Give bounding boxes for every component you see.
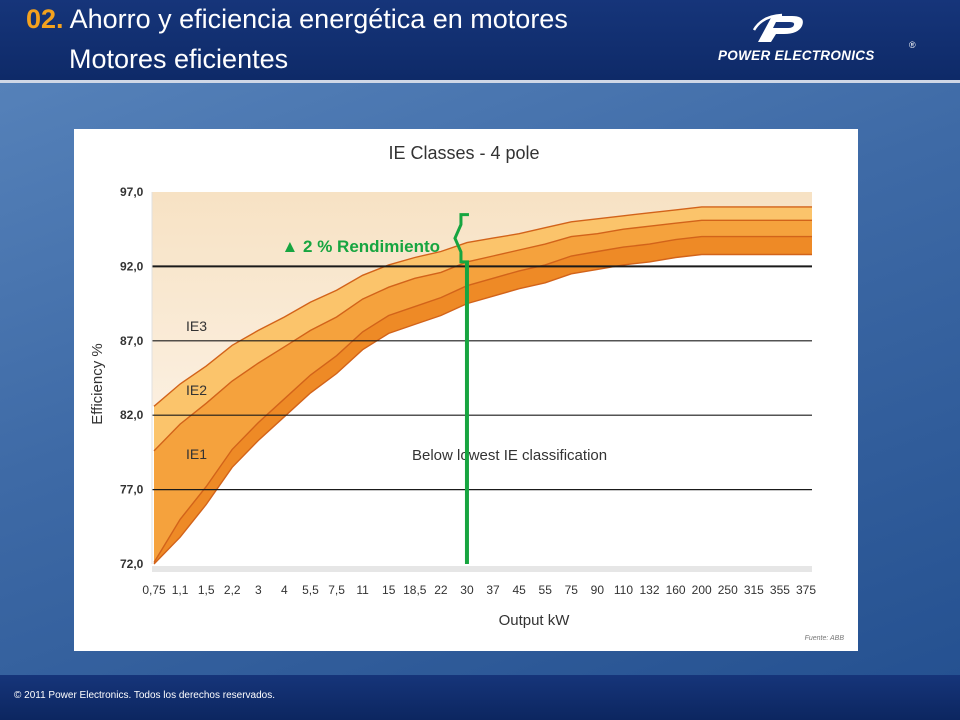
- y-tick-label: 77,0: [120, 483, 144, 497]
- y-tick-label: 97,0: [120, 185, 144, 199]
- logo-wordmark: POWER ELECTRONICS: [718, 48, 875, 63]
- x-tick-label: 90: [591, 583, 605, 597]
- x-tick-label: 4: [281, 583, 288, 597]
- x-tick-labels: 0,75 1,1 1,5 2,2 3 4 5,5 7,5 11 15 18,5 22 30 37 45 55 7…: [142, 566, 816, 597]
- slide-subtitle: Motores eficientes: [69, 44, 289, 74]
- rendimiento-annotation: ▲ 2 % Rendimiento: [281, 213, 469, 564]
- x-tick-label: 315: [744, 583, 764, 597]
- slide-title: 02. Ahorro y eficiencia energética en mo…: [26, 4, 568, 35]
- x-tick-label: 45: [512, 583, 526, 597]
- x-tick-label: 37: [486, 583, 500, 597]
- x-tick-label: 18,5: [403, 583, 427, 597]
- band-ie1: [154, 236, 812, 564]
- y-axis-label: Efficiency %: [89, 343, 106, 424]
- title-line-1: Ahorro y eficiencia energética en motore…: [69, 4, 568, 34]
- series-label-ie3: IE3: [186, 318, 207, 334]
- boundary-below: [153, 253, 812, 565]
- x-tick-label: 11: [356, 583, 369, 597]
- source-note: Fuente: ABB: [805, 635, 845, 642]
- copyright-text: © 2011 Power Electronics. Todos los dere…: [14, 690, 276, 701]
- power-electronics-logo-icon: [752, 13, 803, 42]
- x-tick-label: 1,1: [172, 583, 189, 597]
- x-tick-label: 110: [614, 583, 633, 597]
- x-axis-label: Output kW: [499, 612, 571, 629]
- x-tick-label: 200: [692, 583, 712, 597]
- x-tick-label: 160: [666, 583, 686, 597]
- x-tick-label: 22: [434, 583, 448, 597]
- header-divider: [0, 80, 960, 83]
- x-tick-label: 132: [640, 583, 660, 597]
- x-tick-label: 355: [770, 583, 790, 597]
- x-tick-label: 7,5: [328, 583, 345, 597]
- below-classification-label: Below lowest IE classification: [412, 447, 607, 464]
- x-tick-label: 2,2: [224, 583, 241, 597]
- y-tick-label: 72,0: [120, 557, 144, 571]
- series-label-ie2: IE2: [186, 382, 207, 398]
- y-tick-label: 87,0: [120, 334, 144, 348]
- annotation-label: ▲ 2 % Rendimiento: [281, 237, 440, 256]
- x-tick-label: 5,5: [302, 583, 319, 597]
- band-ie2: [154, 220, 812, 563]
- y-tick-labels: 72,0 77,0 82,0 87,0 92,0 97,0: [120, 185, 144, 571]
- y-tick-label: 92,0: [120, 259, 144, 273]
- band-ie3: [154, 206, 812, 451]
- boundary-ie2: [153, 219, 812, 452]
- annotation-bracket: [453, 213, 469, 264]
- logo-registered-mark: ®: [909, 40, 916, 50]
- boundary-ie3: [153, 206, 812, 407]
- x-tick-label: 0,75: [142, 583, 166, 597]
- x-tick-label: 375: [796, 583, 816, 597]
- footer-bar: [0, 675, 960, 720]
- efficiency-chart: 72,0 77,0 82,0 87,0 92,0 97,0 0,75 1,1 1,5 2,2 3 4…: [89, 143, 845, 642]
- chart-title: IE Classes - 4 pole: [388, 143, 539, 163]
- x-axis-strip: [152, 566, 812, 572]
- y-tick-label: 82,0: [120, 408, 144, 422]
- series-label-ie1: IE1: [186, 446, 207, 462]
- grid-lines: [151, 192, 812, 564]
- x-tick-label: 15: [382, 583, 396, 597]
- x-tick-label: 3: [255, 583, 262, 597]
- header-bar: [0, 0, 960, 80]
- x-tick-label: 30: [460, 583, 474, 597]
- x-tick-label: 75: [565, 583, 579, 597]
- x-tick-label: 55: [539, 583, 553, 597]
- section-number: 02.: [26, 4, 64, 34]
- x-tick-label: 1,5: [198, 583, 215, 597]
- above-ie3-region: [152, 192, 812, 407]
- x-tick-label: 250: [718, 583, 738, 597]
- chart-panel: 72,0 77,0 82,0 87,0 92,0 97,0 0,75 1,1 1,5 2,2 3 4…: [74, 129, 858, 651]
